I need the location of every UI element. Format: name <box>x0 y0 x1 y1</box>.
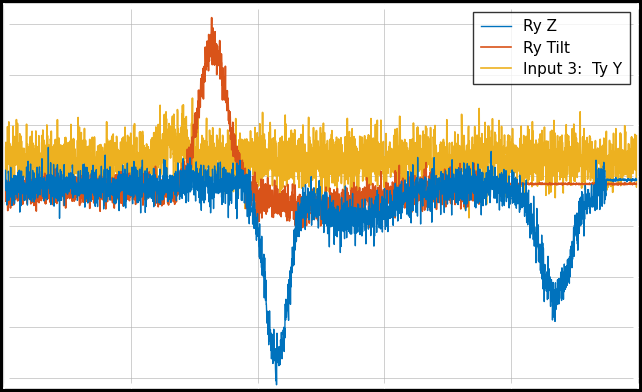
Input 3:  Ty Y: (0.114, 0.0692): Ty Y: (0.114, 0.0692) <box>73 160 80 164</box>
Ry Tilt <box>622 181 630 186</box>
Ry Z <box>271 358 279 363</box>
Line: Input 3:  Ty Y: Input 3: Ty Y <box>4 98 638 218</box>
Ry Tilt <box>271 211 279 216</box>
Ry Z <box>44 145 52 150</box>
Ry Z <box>73 189 80 193</box>
Ry Tilt <box>0 201 8 206</box>
Ry Tilt <box>73 195 80 200</box>
Input 3:  Ty Y: (0.173, 0.0539): Ty Y: (0.173, 0.0539) <box>110 163 118 167</box>
Ry Tilt <box>634 182 642 187</box>
Input 3:  Ty Y: (0.297, 0.385): Ty Y: (0.297, 0.385) <box>189 96 196 100</box>
Ry Z <box>553 278 561 282</box>
Input 3:  Ty Y: (1, 0.14): Ty Y: (1, 0.14) <box>634 145 642 150</box>
Input 3:  Ty Y: (0.427, 0.183): Ty Y: (0.427, 0.183) <box>271 136 279 141</box>
Ry Z <box>110 178 118 183</box>
Ry Tilt <box>208 15 216 20</box>
Legend: Ry Z, Ry Tilt, Input 3:  Ty Y: Ry Z, Ry Tilt, Input 3: Ty Y <box>473 12 630 84</box>
Line: Ry Z: Ry Z <box>4 147 638 385</box>
Ry Z <box>634 178 642 182</box>
Input 3:  Ty Y: (0.873, 0.199): Ty Y: (0.873, 0.199) <box>553 133 561 138</box>
Ry Tilt <box>346 227 354 232</box>
Input 3:  Ty Y: (0.981, 0.0691): Ty Y: (0.981, 0.0691) <box>622 160 630 164</box>
Input 3:  Ty Y: (0.384, 0.136): Ty Y: (0.384, 0.136) <box>243 146 251 151</box>
Line: Ry Tilt: Ry Tilt <box>4 18 638 230</box>
Input 3:  Ty Y: (0.734, -0.208): Ty Y: (0.734, -0.208) <box>465 216 473 220</box>
Ry Z <box>273 383 281 387</box>
Ry Tilt <box>243 174 251 179</box>
Ry Z <box>622 177 630 182</box>
Ry Tilt <box>553 181 561 186</box>
Input 3:  Ty Y: (0, -0.00356): Ty Y: (0, -0.00356) <box>0 174 8 179</box>
Ry Z <box>0 179 8 183</box>
Ry Tilt <box>110 184 118 189</box>
Ry Z <box>243 214 251 219</box>
